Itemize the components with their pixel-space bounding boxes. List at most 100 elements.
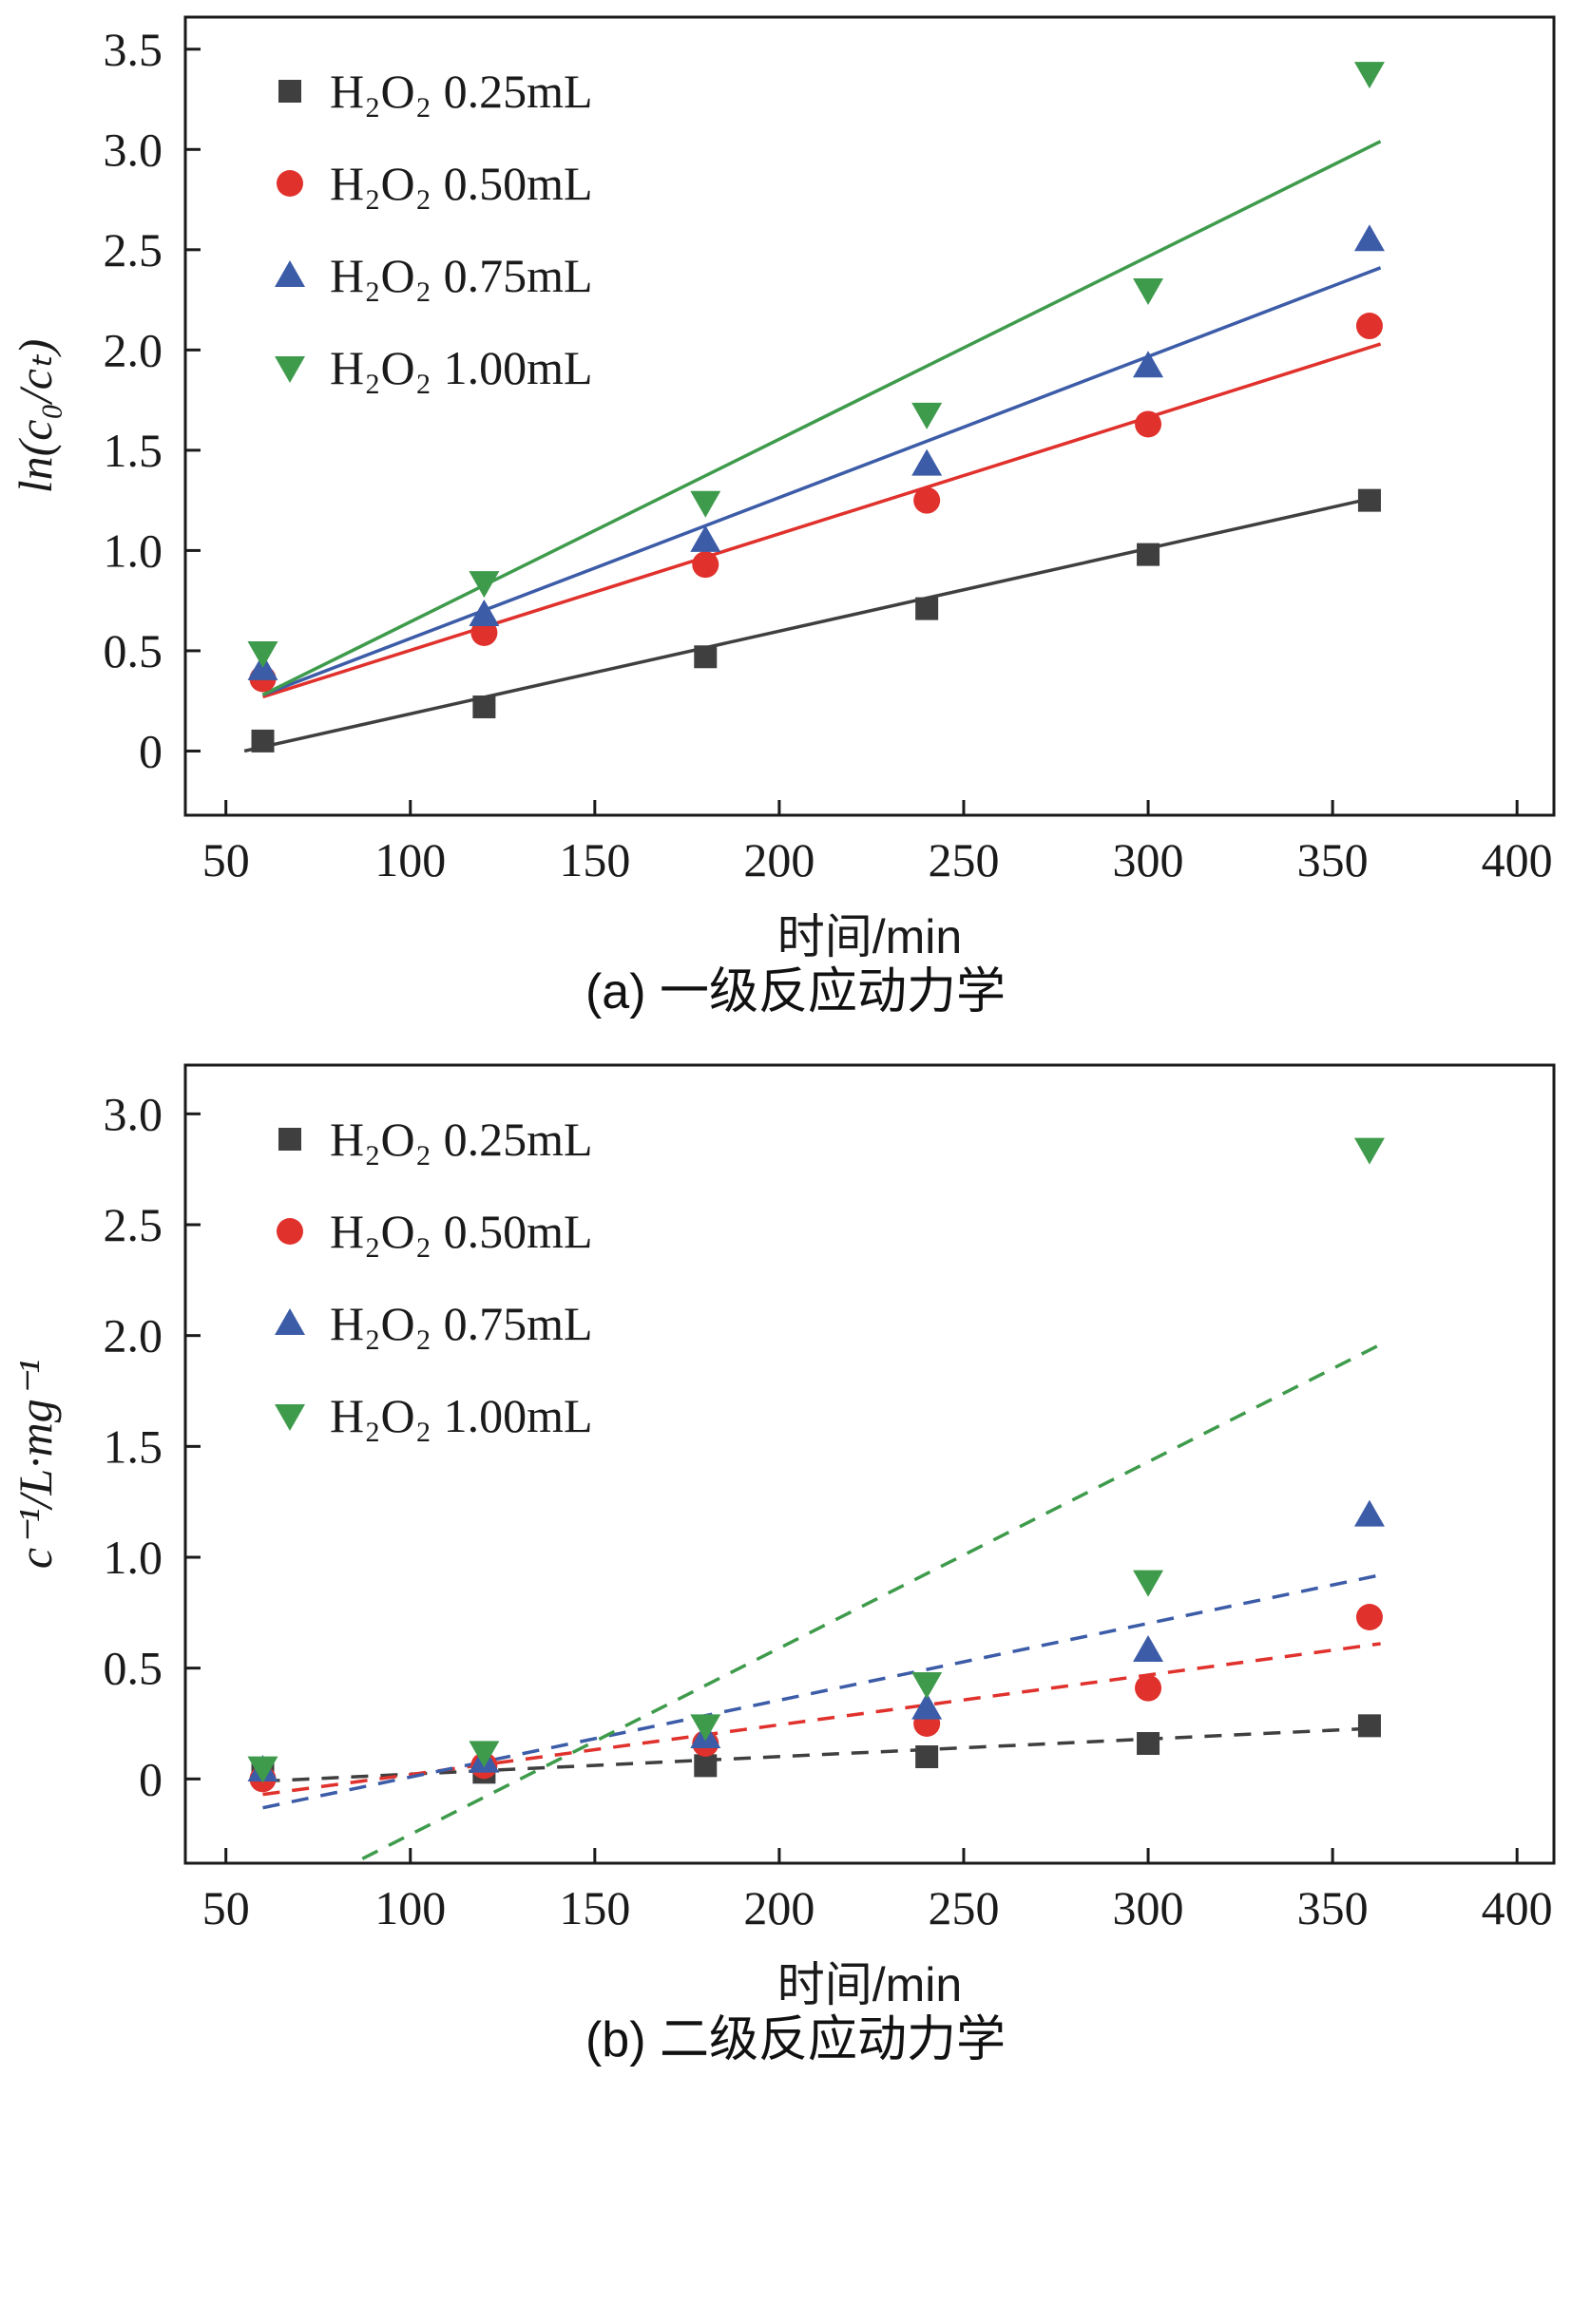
square-marker	[694, 645, 718, 669]
x-axis-label: 时间/min	[777, 1958, 962, 2008]
triangle-down-marker	[275, 1404, 305, 1431]
x-tick-label: 250	[928, 833, 999, 886]
triangle-down-marker	[469, 1741, 500, 1768]
circle-marker	[1135, 410, 1162, 438]
x-tick-label: 350	[1297, 1881, 1369, 1934]
circle-marker	[1355, 1604, 1383, 1630]
plot-frame	[183, 1063, 1556, 1865]
triangle-up-marker	[1353, 224, 1385, 252]
triangle-down-marker	[247, 1756, 278, 1783]
circle-marker	[692, 551, 719, 579]
legend-label: H₂O₂ 0.75mL	[330, 249, 593, 302]
x-tick-label: 150	[559, 833, 630, 886]
x-tick-label: 100	[374, 1881, 446, 1934]
triangle-down-marker	[690, 490, 721, 518]
square-marker	[1357, 1714, 1381, 1738]
y-tick-label: 1.5	[104, 1419, 163, 1473]
y-tick-label: 3.0	[104, 123, 163, 176]
square-marker	[472, 695, 496, 719]
y-tick-label: 0.5	[104, 624, 163, 677]
circle-marker	[913, 486, 941, 514]
y-tick-label: 0.5	[104, 1642, 163, 1695]
legend: H₂O₂ 0.25mL H₂O₂ 0.50mL H₂O₂ 0.75mL H₂O₂ 1.…	[275, 65, 593, 394]
triangle-down-marker	[1353, 1137, 1385, 1165]
square-marker	[915, 1745, 939, 1768]
square-marker	[1357, 488, 1381, 512]
y-tick-label: 2.0	[104, 323, 163, 376]
triangle-down-marker	[469, 571, 500, 599]
y-tick-label: 0	[139, 1752, 163, 1805]
y-axis-label: c⁻¹/L·mg⁻¹	[9, 1360, 62, 1569]
fit-lines-group	[262, 1343, 1382, 1860]
fit-line	[243, 494, 1381, 753]
x-tick-label: 400	[1482, 833, 1553, 886]
y-axis-label: ln(c₀/cₜ)	[9, 339, 62, 494]
y-tick-label: 1.0	[104, 1531, 163, 1584]
square-marker	[694, 1754, 718, 1778]
x-tick-label: 150	[559, 1881, 630, 1934]
legend-label: H₂O₂ 0.25mL	[330, 65, 593, 118]
triangle-down-marker	[911, 1672, 943, 1699]
chart-panel-b: 50 100 150 200 250 300 350 400 0 0.5 1.0 1.5 2.0 2.5 3…	[0, 1048, 1591, 2071]
y-tick-label: 1.0	[104, 524, 163, 577]
y-tick-label: 2.5	[104, 1198, 163, 1251]
triangle-up-marker	[275, 1308, 305, 1335]
x-tick-label: 200	[743, 833, 815, 886]
x-tick-label: 200	[743, 1881, 815, 1934]
triangle-up-marker	[911, 1692, 943, 1720]
triangle-down-marker	[1133, 1570, 1164, 1597]
chart-b-caption: (b) 二级反应动力学	[585, 2012, 1006, 2067]
x-tick-label: 250	[928, 1881, 999, 1934]
fit-line	[262, 1725, 1381, 1783]
circle-marker	[1135, 1674, 1162, 1702]
triangle-up-marker	[911, 448, 943, 476]
legend-label: H₂O₂ 0.75mL	[330, 1297, 593, 1350]
legend-label: H₂O₂ 0.50mL	[330, 157, 593, 210]
y-tick-label: 3.5	[104, 23, 163, 76]
square-marker	[1137, 543, 1160, 566]
y-tick-label: 2.0	[104, 1309, 163, 1362]
fit-line	[361, 1343, 1382, 1860]
circle-marker	[277, 170, 303, 197]
circle-marker	[277, 1218, 303, 1245]
square-marker	[251, 729, 275, 752]
x-tick-label: 50	[202, 1881, 250, 1934]
legend-label: H₂O₂ 0.50mL	[330, 1205, 593, 1258]
fit-line	[261, 342, 1382, 699]
data-points-group	[247, 62, 1385, 752]
circle-marker	[1355, 313, 1383, 340]
y-tick-label: 0	[139, 724, 163, 777]
triangle-down-marker	[275, 356, 305, 383]
triangle-down-marker	[1133, 278, 1164, 306]
chart-a-caption: (a) 一级反应动力学	[585, 964, 1006, 1019]
triangle-down-marker	[1353, 62, 1385, 89]
x-tick-label: 300	[1113, 1881, 1184, 1934]
y-tick-label: 2.5	[104, 223, 163, 276]
triangle-down-marker	[690, 1714, 721, 1742]
triangle-up-marker	[1133, 351, 1164, 378]
square-marker	[278, 1128, 301, 1151]
square-marker	[1137, 1732, 1160, 1755]
square-marker	[915, 597, 939, 620]
y-tick-label: 1.5	[104, 424, 163, 477]
chart-panel-a: 50 100 150 200 250 300 350 400 0 0.5 1.0 1.5 2.0 2.5 3…	[0, 0, 1591, 1023]
fit-line	[262, 1572, 1381, 1810]
triangle-up-marker	[690, 524, 721, 552]
x-tick-label: 400	[1482, 1881, 1553, 1934]
triangle-up-marker	[1133, 1635, 1164, 1662]
legend-label: H₂O₂ 0.25mL	[330, 1113, 593, 1166]
x-tick-label: 300	[1113, 833, 1184, 886]
x-axis-label: 时间/min	[777, 910, 962, 960]
fit-line	[261, 140, 1382, 696]
x-tick-label: 50	[202, 833, 250, 886]
x-tick-label: 350	[1297, 833, 1369, 886]
legend-label: H₂O₂ 1.00mL	[330, 1389, 593, 1442]
data-points-group	[247, 1137, 1385, 1793]
triangle-down-marker	[911, 402, 943, 429]
fit-line	[261, 266, 1382, 697]
triangle-up-marker	[1353, 1499, 1385, 1527]
triangle-up-marker	[469, 599, 500, 626]
legend-label: H₂O₂ 1.00mL	[330, 341, 593, 394]
plot-frame	[183, 15, 1556, 817]
fit-lines-group	[243, 140, 1382, 753]
